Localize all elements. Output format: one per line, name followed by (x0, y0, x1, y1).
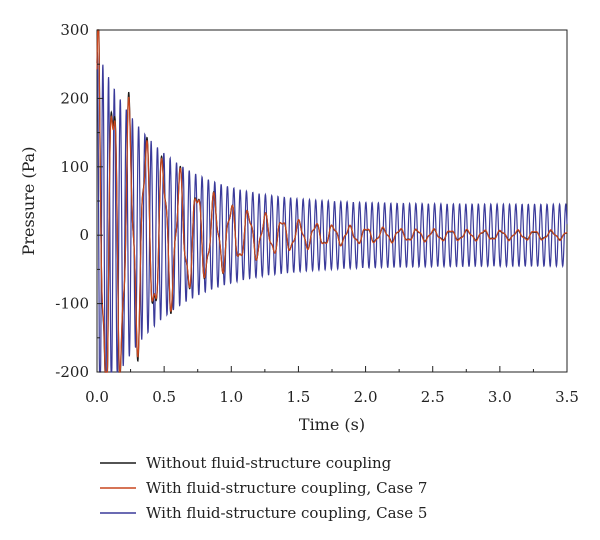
x-tick-label: 1.5 (286, 388, 310, 406)
y-tick-label: -100 (55, 295, 89, 313)
series-layer (96, 29, 568, 373)
plot-frame (96, 29, 568, 373)
series-line-1 (96, 29, 568, 373)
legend-label-3: With fluid-structure coupling, Case 5 (146, 504, 427, 522)
legend-label-2: With fluid-structure coupling, Case 7 (146, 479, 427, 497)
y-tick-label: 0 (79, 226, 89, 244)
plot-area (96, 29, 568, 373)
x-tick-label: 2.5 (421, 388, 445, 406)
y-axis: -200 -100 0 100 200 300 (55, 21, 103, 381)
y-axis-title: Pressure (Pa) (19, 147, 38, 256)
legend: Without fluid-structure coupling With flu… (100, 454, 427, 522)
x-tick-label: 0.0 (85, 388, 109, 406)
x-tick-label: 3.5 (555, 388, 579, 406)
y-tick-label: 200 (60, 89, 89, 107)
series-line-3 (96, 51, 568, 373)
y-tick-label: 300 (60, 21, 89, 39)
x-axis-title: Time (s) (299, 415, 365, 434)
y-tick-label: 100 (60, 158, 89, 176)
x-tick-label: 1.0 (219, 388, 243, 406)
x-tick-label: 3.0 (488, 388, 512, 406)
y-tick-label: -200 (55, 363, 89, 381)
x-tick-label: 2.0 (354, 388, 378, 406)
series-line-2 (96, 29, 568, 373)
x-tick-label: 0.5 (152, 388, 176, 406)
x-axis: 0.0 0.5 1.0 1.5 2.0 2.5 3.0 3.5 (85, 366, 579, 406)
legend-label-1: Without fluid-structure coupling (146, 454, 392, 472)
